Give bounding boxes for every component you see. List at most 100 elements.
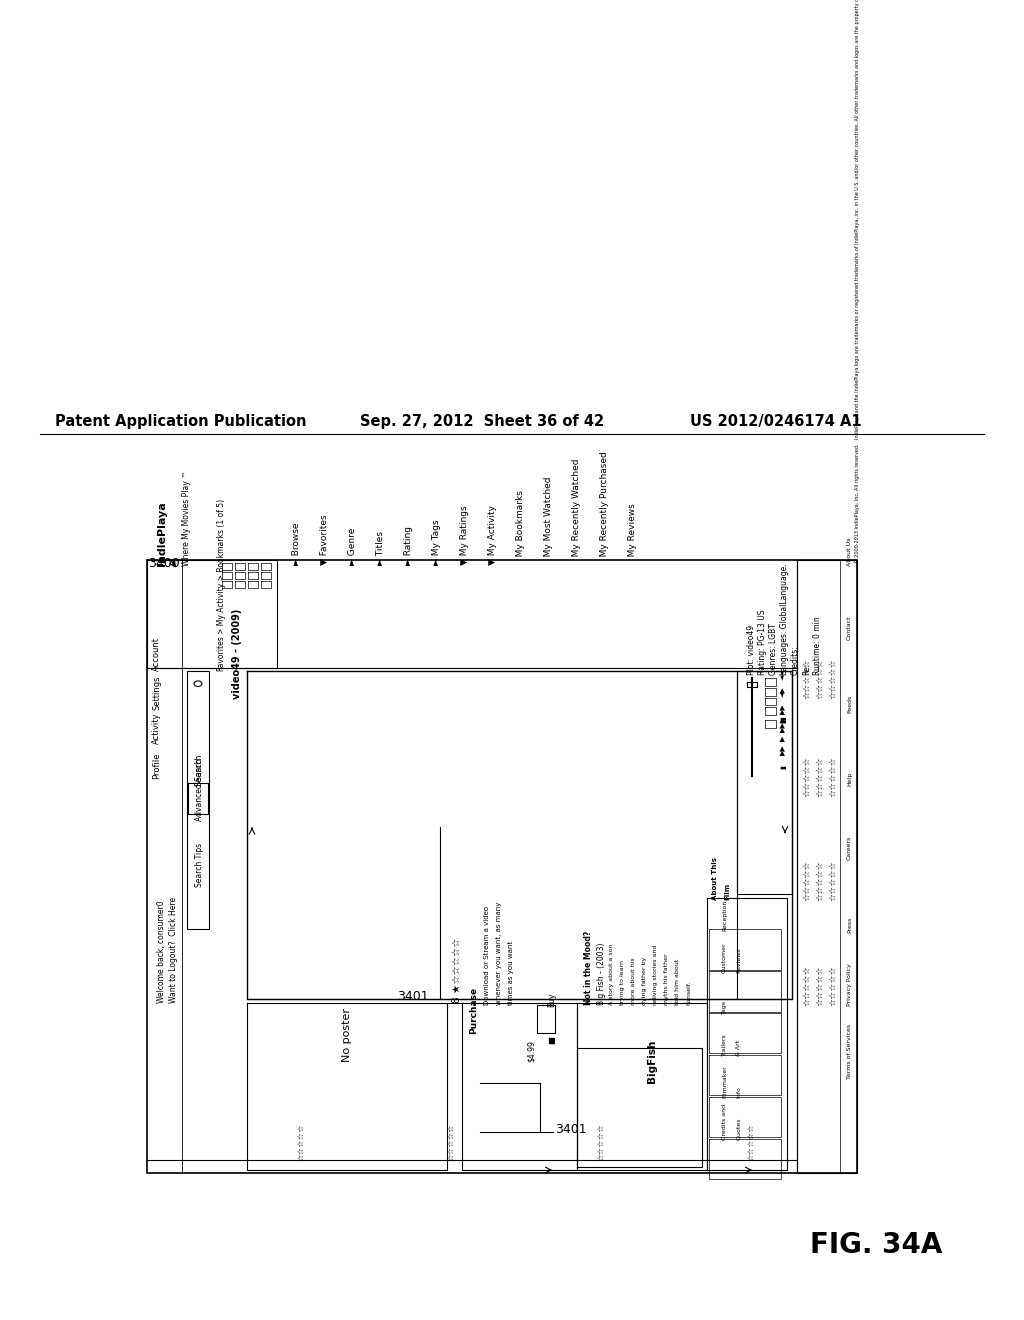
- Text: IndlePlaya: IndlePlaya: [157, 502, 167, 566]
- Text: dying father by: dying father by: [642, 957, 647, 1005]
- Text: About This: About This: [712, 857, 718, 900]
- Text: times as you want: times as you want: [508, 941, 514, 1005]
- Text: ► My Tags: ► My Tags: [432, 520, 441, 565]
- Text: © 2000-2013 IndiePlaya, Inc. All rights reserved.   IndiePlaya and the IndiePlay: © 2000-2013 IndiePlaya, Inc. All rights …: [854, 0, 859, 564]
- Text: Filmmaker: Filmmaker: [722, 1065, 727, 1098]
- Text: ◄◄: ◄◄: [780, 669, 786, 680]
- Text: ☆☆☆☆☆: ☆☆☆☆☆: [828, 659, 837, 700]
- Text: ☆☆☆☆☆: ☆☆☆☆☆: [802, 861, 811, 902]
- Text: ☆☆☆☆☆: ☆☆☆☆☆: [802, 965, 811, 1006]
- Text: My Most Watched: My Most Watched: [544, 477, 553, 565]
- Text: Account: Account: [152, 638, 161, 671]
- Text: 3401: 3401: [397, 990, 429, 1003]
- Text: ☆☆☆☆☆: ☆☆☆☆☆: [802, 659, 811, 700]
- Text: My Bookmarks: My Bookmarks: [516, 490, 525, 565]
- Text: Search: Search: [195, 758, 204, 787]
- Text: ▼ Favorites: ▼ Favorites: [319, 515, 329, 565]
- Text: Activity: Activity: [152, 713, 161, 744]
- Text: Big Fish - (2003): Big Fish - (2003): [597, 942, 606, 1005]
- Text: Where My Movies Play ™: Where My Movies Play ™: [182, 471, 191, 566]
- Text: Press: Press: [847, 916, 852, 933]
- Text: ► Browse: ► Browse: [292, 523, 301, 565]
- Text: Trailers: Trailers: [722, 1034, 727, 1056]
- Text: Reviews: Reviews: [736, 946, 741, 973]
- Text: Credits and: Credits and: [722, 1104, 727, 1140]
- Text: ▮: ▮: [780, 766, 786, 768]
- Text: Quotes: Quotes: [736, 1118, 741, 1140]
- Text: ☆☆☆☆☆: ☆☆☆☆☆: [297, 1123, 306, 1160]
- Text: ▶▶: ▶▶: [780, 744, 786, 755]
- Text: told him about: told him about: [675, 958, 680, 1005]
- Text: Terms of Services: Terms of Services: [847, 1024, 852, 1080]
- Text: ■: ■: [547, 1036, 556, 1044]
- Text: Credits:: Credits:: [791, 645, 800, 675]
- Text: trying to learn: trying to learn: [620, 960, 625, 1005]
- Text: ► Genre: ► Genre: [348, 528, 357, 565]
- Text: whenever you want, as many: whenever you want, as many: [496, 902, 502, 1005]
- Text: ☆☆☆☆☆: ☆☆☆☆☆: [447, 1123, 456, 1160]
- Text: ☆☆☆☆☆: ☆☆☆☆☆: [828, 861, 837, 902]
- Text: Search Tips: Search Tips: [195, 843, 204, 887]
- Text: Careers: Careers: [847, 836, 852, 859]
- Text: Help: Help: [847, 772, 852, 787]
- Text: Profile: Profile: [152, 752, 161, 779]
- Text: myths his father: myths his father: [664, 953, 669, 1005]
- Text: A story about a son: A story about a son: [609, 944, 614, 1005]
- Text: $4.99: $4.99: [527, 1040, 536, 1061]
- Text: ☆☆☆☆☆: ☆☆☆☆☆: [802, 756, 811, 797]
- Text: Buy: Buy: [547, 993, 556, 1007]
- Text: Download or Stream a video: Download or Stream a video: [484, 906, 490, 1005]
- Text: ▶: ▶: [780, 735, 786, 741]
- Text: Reception: Reception: [722, 899, 727, 931]
- Text: Welcome back, consumer0: Welcome back, consumer0: [157, 900, 166, 1003]
- Text: FIG. 34A: FIG. 34A: [810, 1230, 942, 1259]
- Text: Plot: video49: Plot: video49: [746, 624, 756, 675]
- Text: reliving stories and: reliving stories and: [653, 944, 658, 1005]
- Text: ™: ™: [172, 558, 181, 566]
- Text: ☆☆☆☆☆: ☆☆☆☆☆: [828, 965, 837, 1006]
- Text: Rating: PG-13 US: Rating: PG-13 US: [758, 609, 767, 675]
- Text: Not in the Mood?: Not in the Mood?: [584, 931, 593, 1005]
- Text: ☆☆☆☆☆: ☆☆☆☆☆: [815, 756, 824, 797]
- Text: ☆☆☆☆☆: ☆☆☆☆☆: [828, 756, 837, 797]
- Text: himself.: himself.: [686, 981, 691, 1005]
- Text: 3400: 3400: [148, 557, 180, 569]
- Text: Purchase: Purchase: [469, 987, 478, 1034]
- Text: US 2012/0246174 A1: US 2012/0246174 A1: [690, 414, 861, 429]
- Text: 8 ★☆☆☆☆☆: 8 ★☆☆☆☆☆: [452, 937, 462, 1003]
- Text: ▼ My Ratings: ▼ My Ratings: [460, 506, 469, 565]
- Text: ▶▶: ▶▶: [780, 704, 786, 714]
- Text: Genres: LGBT: Genres: LGBT: [769, 623, 778, 675]
- Bar: [147, 560, 857, 1173]
- Text: Customer: Customer: [722, 942, 727, 973]
- Text: Advanced Search: Advanced Search: [195, 755, 204, 821]
- Text: Patent Application Publication: Patent Application Publication: [55, 414, 306, 429]
- Text: Want to Logout?  Click Here: Want to Logout? Click Here: [169, 896, 178, 1003]
- Text: Runtime: 0 min: Runtime: 0 min: [813, 616, 822, 675]
- Text: Contact: Contact: [847, 615, 852, 640]
- Text: video49 - (2009): video49 - (2009): [232, 609, 242, 700]
- Text: No poster: No poster: [342, 1008, 352, 1061]
- Text: ☆☆☆☆☆: ☆☆☆☆☆: [815, 861, 824, 902]
- Text: Re:: Re:: [802, 663, 811, 675]
- Text: ☆☆☆☆☆: ☆☆☆☆☆: [815, 659, 824, 700]
- Text: Info: Info: [736, 1086, 741, 1098]
- Text: Languages: GlobalLanguage.: Languages: GlobalLanguage.: [780, 564, 790, 675]
- Text: ☆☆☆☆☆: ☆☆☆☆☆: [746, 1123, 756, 1160]
- Text: My Recently Watched: My Recently Watched: [572, 458, 581, 565]
- Text: Sep. 27, 2012  Sheet 36 of 42: Sep. 27, 2012 Sheet 36 of 42: [360, 414, 604, 429]
- Text: more about his: more about his: [631, 957, 636, 1005]
- Text: ◄▶: ◄▶: [780, 686, 786, 697]
- Text: 3401: 3401: [555, 1123, 587, 1137]
- Text: My Recently Purchased: My Recently Purchased: [600, 451, 609, 565]
- Text: ▮▮: ▮▮: [780, 715, 786, 723]
- Text: My Reviews: My Reviews: [628, 503, 637, 565]
- Text: About Us: About Us: [847, 539, 852, 566]
- Text: Feeds: Feeds: [847, 694, 852, 713]
- Text: & Art: & Art: [736, 1040, 741, 1056]
- Text: Favorites > My Activity > Bookmarks (1 of 5): Favorites > My Activity > Bookmarks (1 o…: [217, 499, 226, 671]
- Text: BigFish: BigFish: [647, 1039, 657, 1082]
- Text: ▼ My Activity: ▼ My Activity: [488, 506, 497, 565]
- Text: Tags: Tags: [722, 1001, 727, 1014]
- Text: Film: Film: [724, 883, 730, 900]
